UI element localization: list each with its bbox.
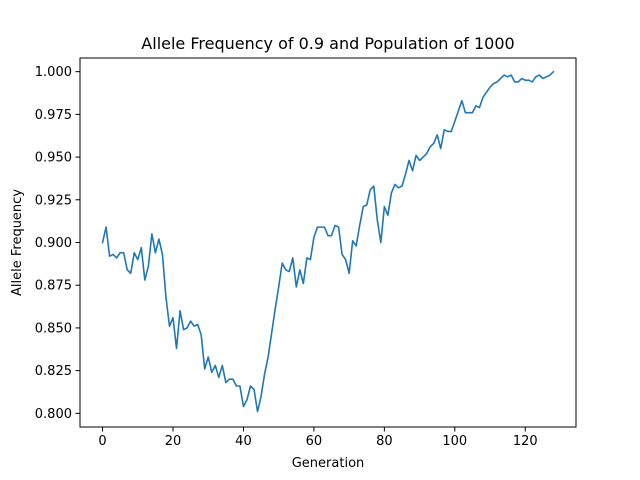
y-axis-label: Allele Frequency: [10, 189, 25, 296]
y-tick-label: 0.900: [35, 236, 72, 251]
y-tick-label: 0.925: [35, 193, 72, 208]
y-tick-label: 0.825: [35, 364, 72, 379]
x-axis: 0 20 40 60 80 100 120: [98, 427, 538, 449]
x-tick-label: 80: [376, 434, 393, 449]
x-axis-label: Generation: [292, 456, 365, 471]
y-tick-label: 0.850: [35, 321, 72, 336]
y-tick-label: 0.975: [35, 108, 72, 123]
y-tick-label: 0.875: [35, 279, 72, 294]
y-tick-label: 1.000: [35, 65, 72, 80]
x-tick-label: 100: [442, 434, 467, 449]
y-tick-label: 0.950: [35, 151, 72, 166]
x-tick-label: 0: [98, 434, 106, 449]
series-line-0: [101, 70, 555, 413]
plot-area: [101, 70, 555, 413]
y-tick-label: 0.800: [35, 407, 72, 422]
x-tick-label: 120: [513, 434, 538, 449]
x-tick-label: 40: [235, 434, 252, 449]
x-tick-label: 20: [165, 434, 182, 449]
chart-title: Allele Frequency of 0.9 and Population o…: [141, 34, 514, 53]
x-tick-label: 60: [306, 434, 323, 449]
y-axis: 0.800 0.825 0.850 0.875 0.900 0.925 0.950 0.975…: [35, 65, 80, 422]
axes-frame: [79, 57, 577, 428]
